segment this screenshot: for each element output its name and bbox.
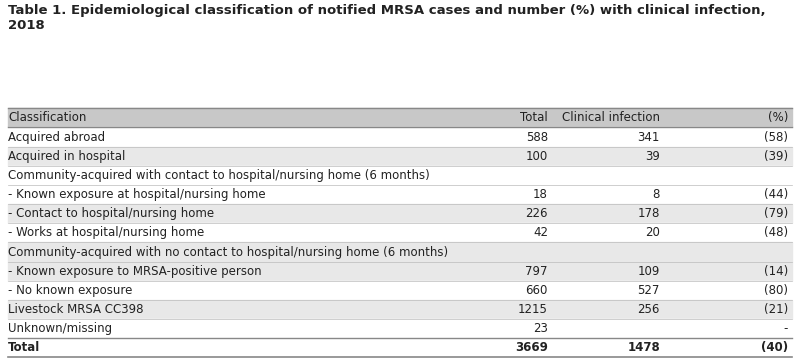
Bar [8,262,792,281]
Text: (44): (44) [764,188,788,201]
Text: - Works at hospital/nursing home: - Works at hospital/nursing home [8,226,204,239]
Text: (48): (48) [764,226,788,239]
Text: 20: 20 [645,226,660,239]
Bar [8,147,792,166]
Bar [8,338,792,357]
Bar [8,127,792,147]
Text: 3669: 3669 [515,341,548,354]
Text: 1215: 1215 [518,303,548,316]
Text: 341: 341 [638,131,660,144]
Bar [8,166,792,185]
Bar [8,223,792,243]
Text: Acquired in hospital: Acquired in hospital [8,150,126,163]
Text: (58): (58) [764,131,788,144]
Text: 178: 178 [638,207,660,220]
Text: (39): (39) [764,150,788,163]
Text: 797: 797 [526,265,548,278]
Text: 18: 18 [533,188,548,201]
Text: - Known exposure at hospital/nursing home: - Known exposure at hospital/nursing hom… [8,188,266,201]
Bar [8,185,792,204]
Text: Classification: Classification [8,112,86,125]
Text: (79): (79) [764,207,788,220]
Text: Clinical infection: Clinical infection [562,112,660,125]
Text: 23: 23 [533,322,548,335]
Text: -: - [784,322,788,335]
Text: 226: 226 [526,207,548,220]
Text: Unknown/missing: Unknown/missing [8,322,112,335]
Text: Community-acquired with contact to hospital/nursing home (6 months): Community-acquired with contact to hospi… [8,169,430,182]
Bar [8,243,792,262]
Text: - Contact to hospital/nursing home: - Contact to hospital/nursing home [8,207,214,220]
Text: Total: Total [520,112,548,125]
Bar [8,319,792,338]
Text: (14): (14) [764,265,788,278]
Text: 100: 100 [526,150,548,163]
Text: (21): (21) [764,303,788,316]
Text: 256: 256 [638,303,660,316]
Text: 42: 42 [533,226,548,239]
Text: Total: Total [8,341,40,354]
Text: 39: 39 [645,150,660,163]
Text: - No known exposure: - No known exposure [8,284,132,297]
Bar [8,204,792,223]
Bar [8,300,792,319]
Bar [8,281,792,300]
Text: (40): (40) [761,341,788,354]
Text: 660: 660 [526,284,548,297]
Text: Acquired abroad: Acquired abroad [8,131,105,144]
Text: Community-acquired with no contact to hospital/nursing home (6 months): Community-acquired with no contact to ho… [8,245,448,258]
Text: 1478: 1478 [627,341,660,354]
Text: Livestock MRSA CC398: Livestock MRSA CC398 [8,303,143,316]
Text: - Known exposure to MRSA-positive person: - Known exposure to MRSA-positive person [8,265,262,278]
Text: Table 1. Epidemiological classification of notified MRSA cases and number (%) wi: Table 1. Epidemiological classification … [8,4,766,32]
Text: 8: 8 [653,188,660,201]
Bar [8,108,792,127]
Text: 109: 109 [638,265,660,278]
Text: 588: 588 [526,131,548,144]
Text: (%): (%) [768,112,788,125]
Text: (80): (80) [764,284,788,297]
Text: 527: 527 [638,284,660,297]
